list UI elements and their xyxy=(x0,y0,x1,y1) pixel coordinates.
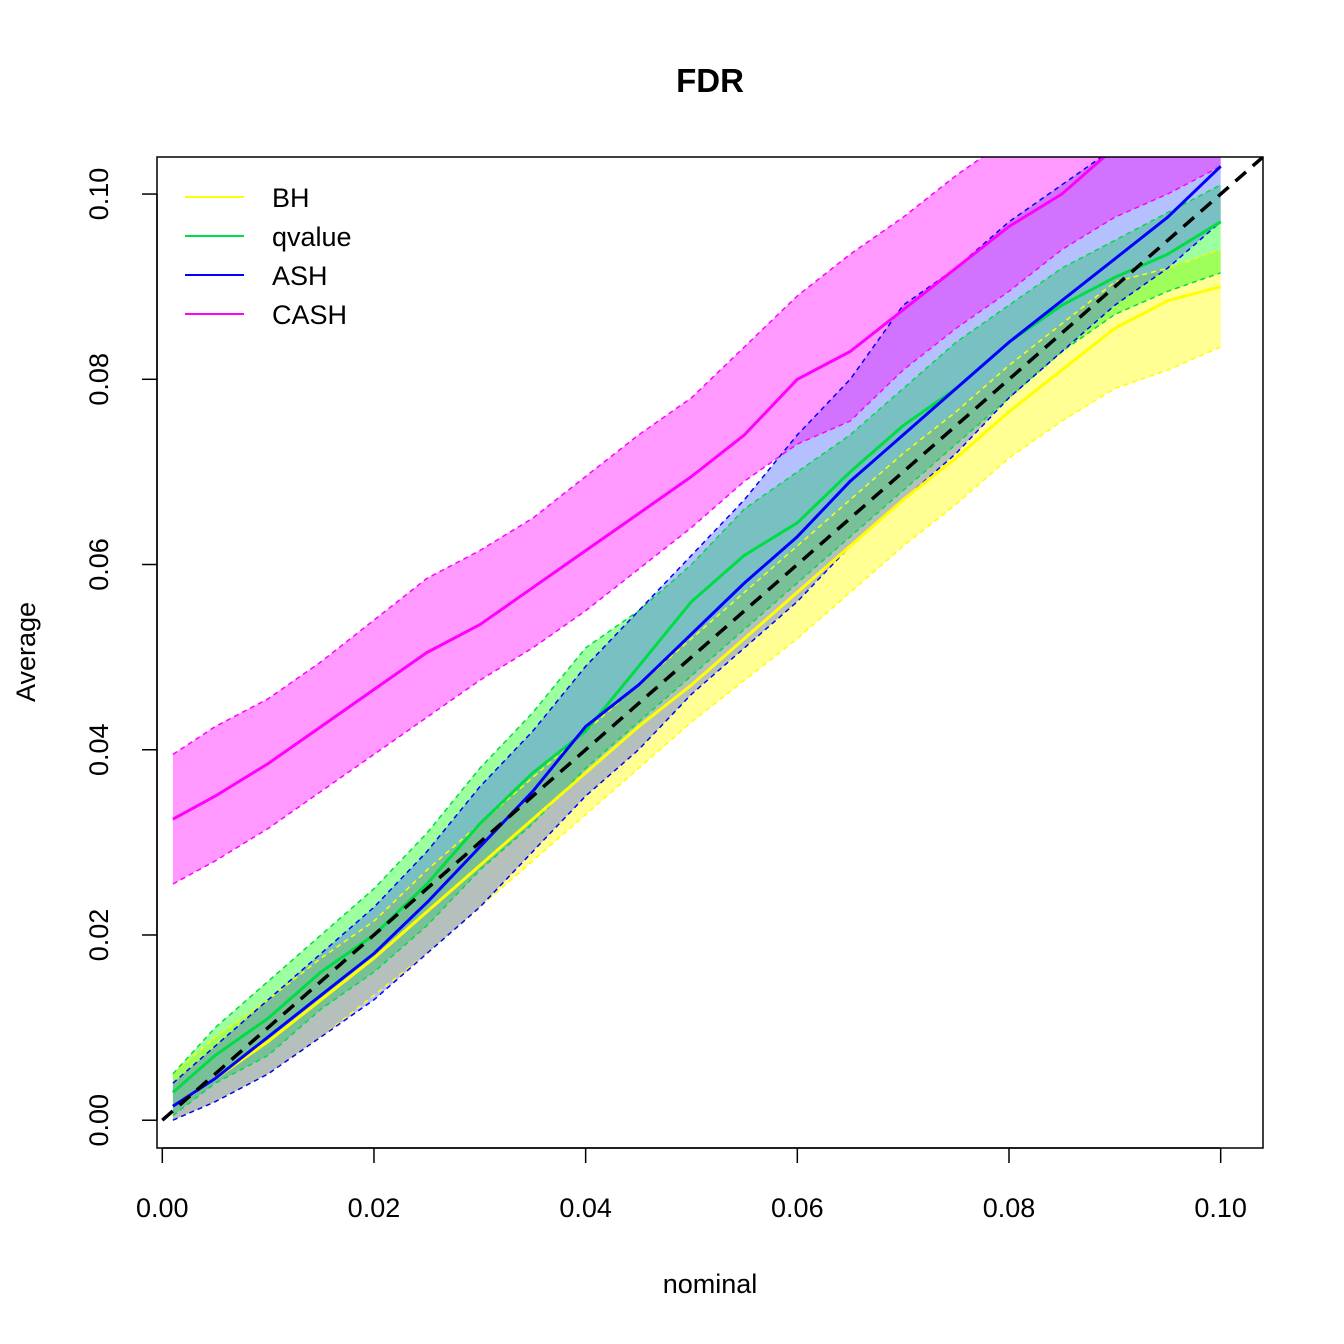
legend-label: CASH xyxy=(272,300,347,330)
x-tick-label: 0.06 xyxy=(771,1193,824,1223)
reference-line-group xyxy=(161,157,1263,1122)
y-tick-label: 0.10 xyxy=(84,168,114,221)
legend-item-cash: CASH xyxy=(185,300,347,330)
band-lower-cash xyxy=(172,165,1222,885)
legend-item-ash: ASH xyxy=(185,261,328,291)
confidence-bands xyxy=(172,157,1221,1121)
y-tick-label: 0.02 xyxy=(84,909,114,962)
y-tick-label: 0.06 xyxy=(84,538,114,591)
legend-label: qvalue xyxy=(272,222,352,252)
legend-item-bh: BH xyxy=(185,183,310,213)
x-axis-label: nominal xyxy=(663,1269,758,1299)
reference-line xyxy=(161,157,1263,1122)
chart-title: FDR xyxy=(676,62,744,99)
legend-item-qvalue: qvalue xyxy=(185,222,352,252)
series-line-qvalue xyxy=(171,220,1222,1094)
band-cash xyxy=(172,157,1221,884)
x-tick-label: 0.10 xyxy=(1194,1193,1247,1223)
series-lines xyxy=(171,157,1222,1108)
band-ash xyxy=(172,157,1221,1121)
y-axis: 0.00 0.02 0.04 0.06 0.08 0.10 xyxy=(84,168,158,1147)
band-upper-qvalue xyxy=(172,184,1222,1075)
y-tick-label: 0.08 xyxy=(84,353,114,406)
band-lower-bh xyxy=(172,346,1221,1121)
x-tick-label: 0.00 xyxy=(136,1193,189,1223)
band-lower-ash xyxy=(172,221,1222,1121)
x-axis: 0.00 0.02 0.04 0.06 0.08 0.10 xyxy=(136,1147,1247,1223)
x-tick-label: 0.04 xyxy=(559,1193,612,1223)
band-qvalue xyxy=(172,184,1221,1116)
series-line-ash xyxy=(172,165,1222,1108)
series-line-cash xyxy=(172,157,1107,821)
y-tick-label: 0.00 xyxy=(84,1094,114,1147)
x-tick-label: 0.08 xyxy=(983,1193,1036,1223)
legend-label: ASH xyxy=(272,261,328,291)
band-upper-cash xyxy=(172,157,984,756)
x-tick-label: 0.02 xyxy=(348,1193,401,1223)
band-upper-bh xyxy=(172,248,1221,1075)
series-line-bh xyxy=(172,285,1222,1108)
band-upper-ash xyxy=(172,157,1103,1084)
legend-label: BH xyxy=(272,183,310,213)
band-bh xyxy=(172,249,1221,1121)
legend: BH qvalue ASH CASH xyxy=(185,183,352,330)
band-boundaries xyxy=(172,157,1222,1121)
y-axis-label: Average xyxy=(11,602,41,702)
y-tick-label: 0.04 xyxy=(84,723,114,776)
